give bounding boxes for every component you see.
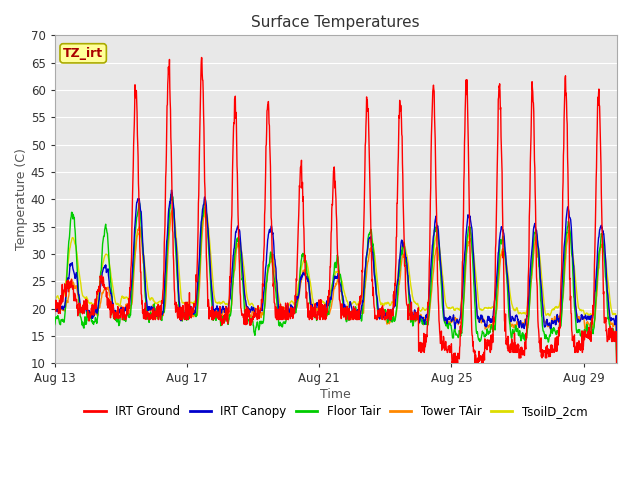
- Y-axis label: Temperature (C): Temperature (C): [15, 148, 28, 250]
- Legend: IRT Ground, IRT Canopy, Floor Tair, Tower TAir, TsoilD_2cm: IRT Ground, IRT Canopy, Floor Tair, Towe…: [79, 401, 592, 423]
- Text: TZ_irt: TZ_irt: [63, 47, 103, 60]
- X-axis label: Time: Time: [321, 388, 351, 401]
- Title: Surface Temperatures: Surface Temperatures: [252, 15, 420, 30]
